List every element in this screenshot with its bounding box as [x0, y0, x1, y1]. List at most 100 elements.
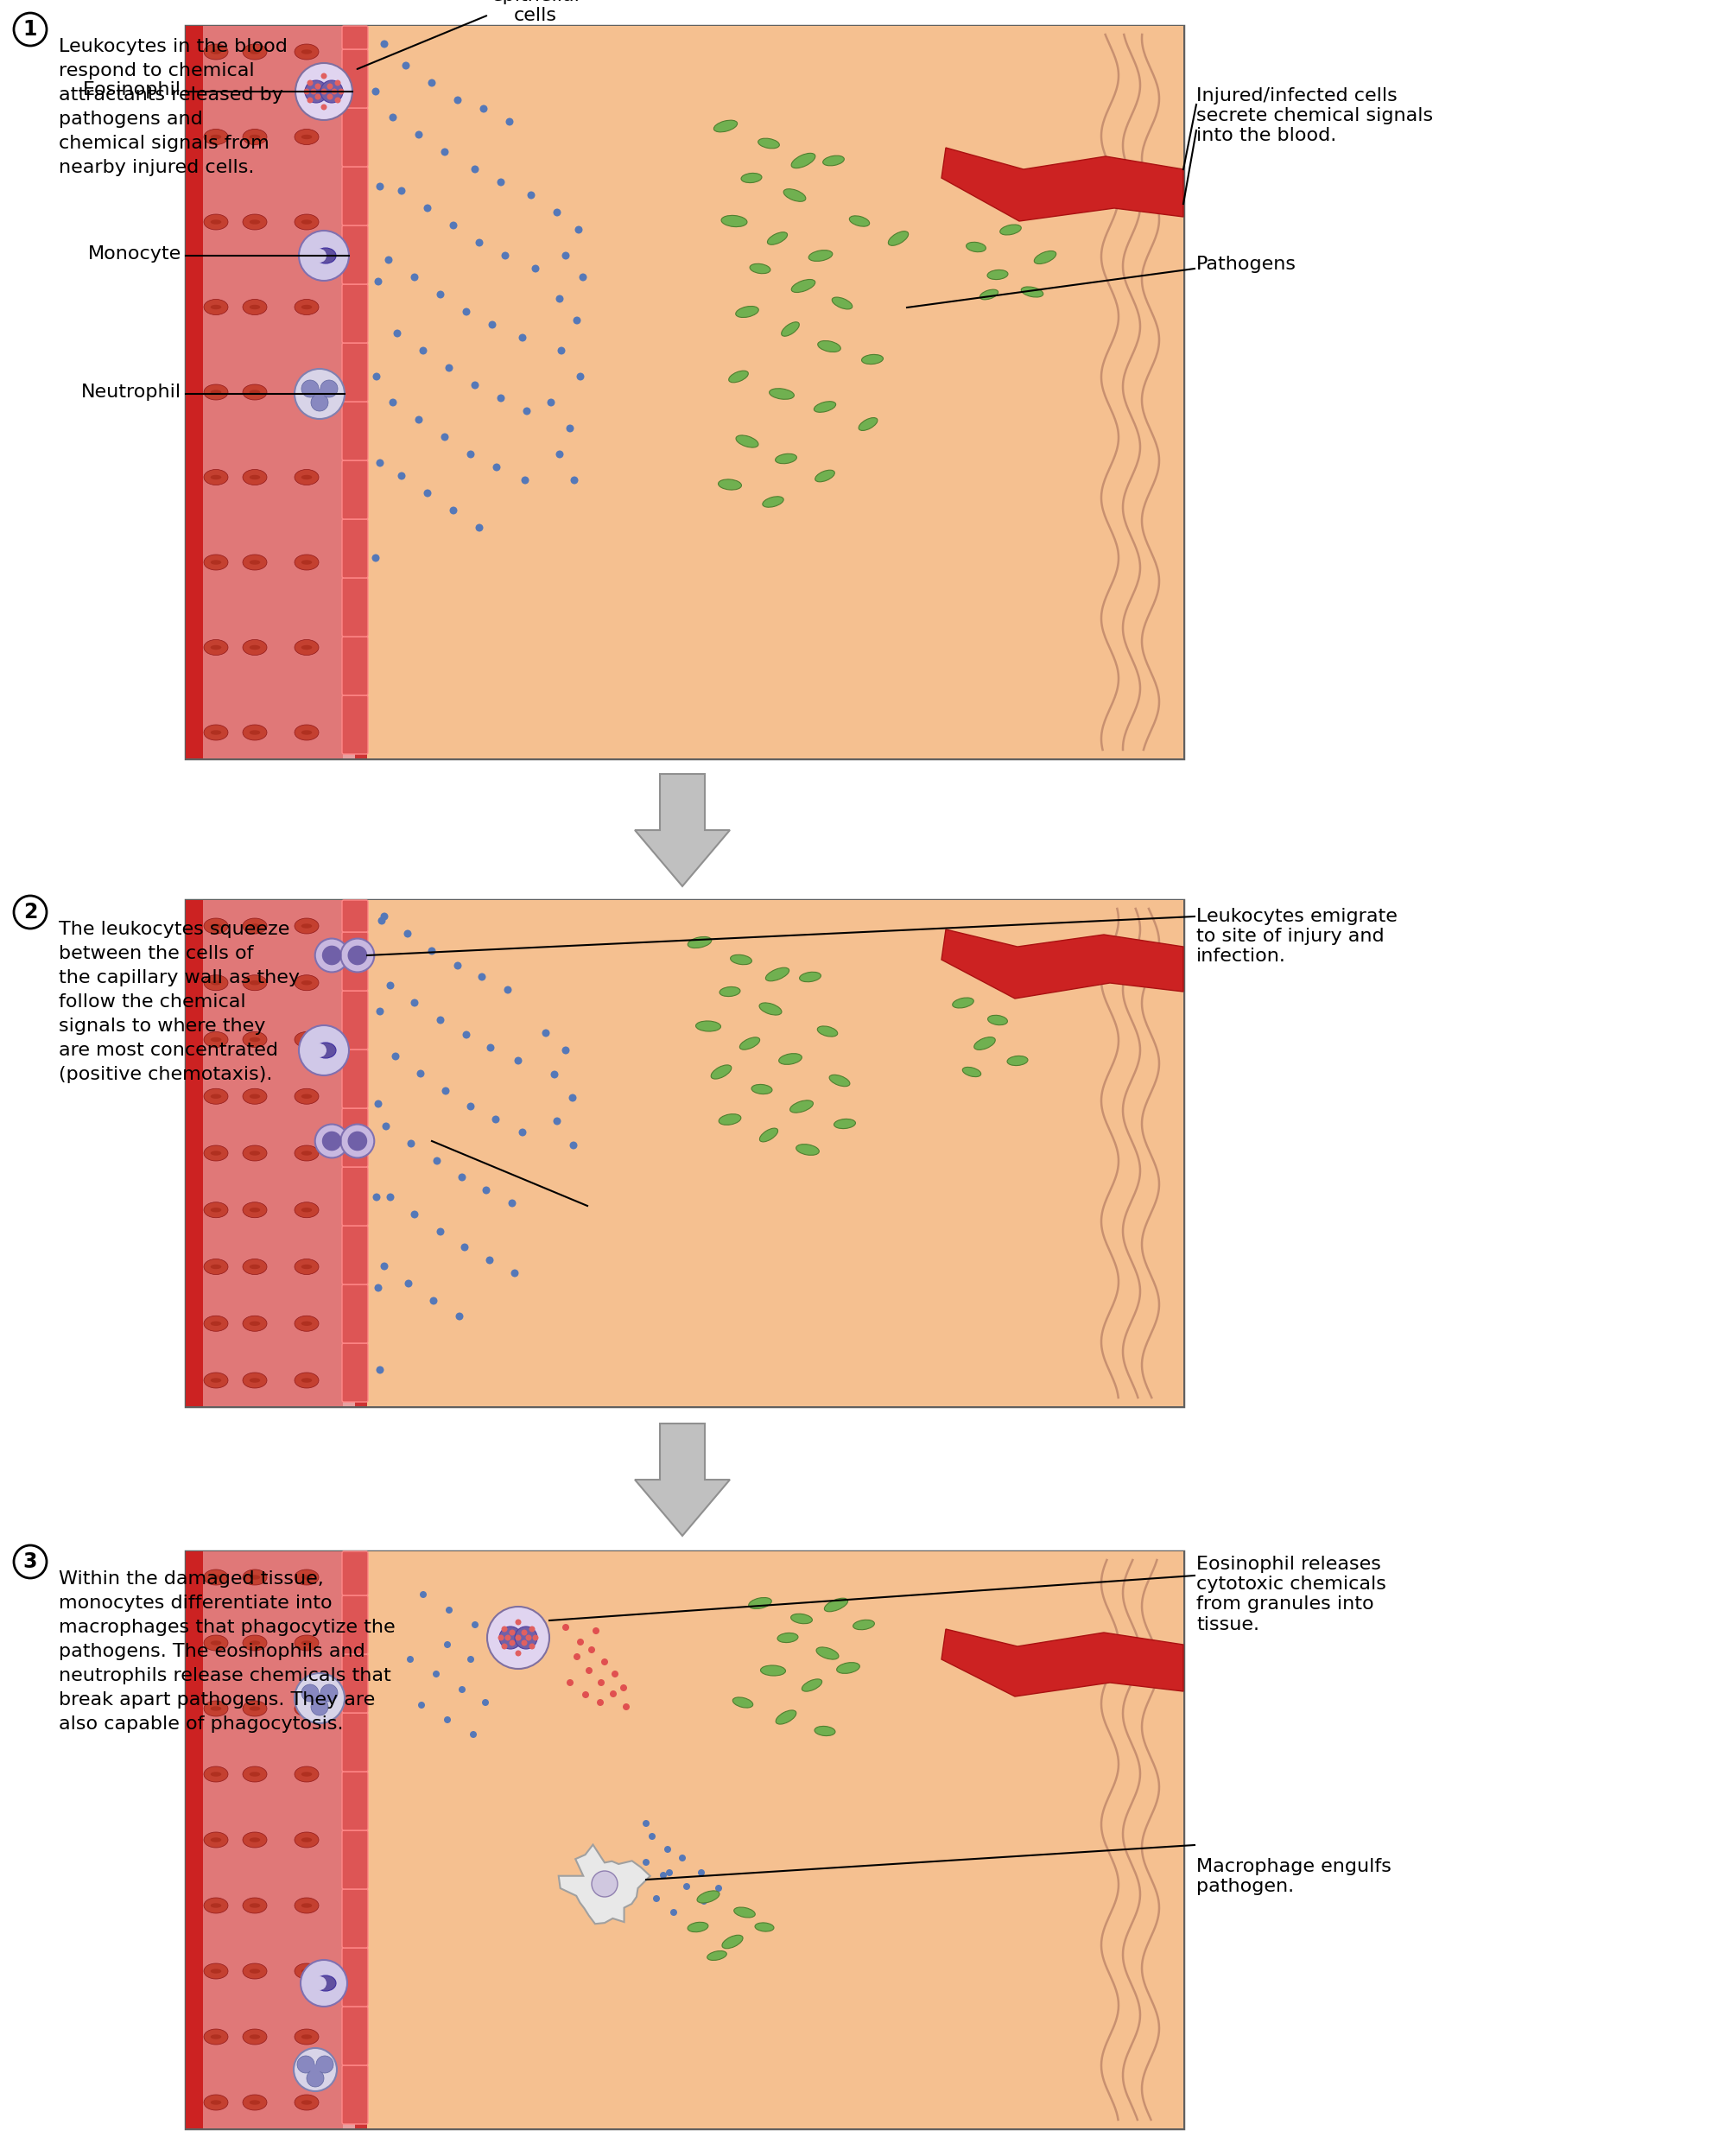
Circle shape — [388, 114, 397, 121]
Circle shape — [514, 1056, 522, 1065]
Ellipse shape — [790, 1615, 813, 1623]
Ellipse shape — [249, 1151, 259, 1156]
FancyBboxPatch shape — [342, 166, 368, 226]
Circle shape — [314, 1123, 349, 1158]
Circle shape — [436, 1015, 445, 1024]
Bar — [186, 26, 1182, 759]
Circle shape — [576, 373, 584, 379]
Text: Eosinophil releases
cytotoxic chemicals
from granules into
tissue.: Eosinophil releases cytotoxic chemicals … — [1196, 1557, 1385, 1632]
Ellipse shape — [301, 134, 313, 140]
Ellipse shape — [301, 1904, 313, 1908]
Ellipse shape — [301, 50, 313, 54]
Ellipse shape — [823, 155, 844, 166]
Ellipse shape — [734, 1908, 754, 1917]
Circle shape — [301, 379, 318, 397]
Ellipse shape — [713, 121, 737, 132]
Ellipse shape — [301, 1641, 313, 1645]
FancyBboxPatch shape — [342, 1654, 368, 1712]
Ellipse shape — [204, 640, 228, 655]
Ellipse shape — [249, 1968, 259, 1973]
Ellipse shape — [242, 470, 266, 485]
Ellipse shape — [849, 216, 869, 226]
Ellipse shape — [301, 474, 313, 479]
Circle shape — [643, 1820, 649, 1826]
Bar — [356, 1552, 368, 2128]
Ellipse shape — [210, 1705, 222, 1712]
Circle shape — [522, 407, 531, 416]
Circle shape — [375, 278, 381, 285]
FancyBboxPatch shape — [342, 1772, 368, 1830]
Ellipse shape — [242, 1203, 266, 1218]
Ellipse shape — [833, 1119, 856, 1128]
Ellipse shape — [204, 1833, 228, 1848]
FancyBboxPatch shape — [342, 26, 368, 50]
Circle shape — [574, 1654, 581, 1660]
Ellipse shape — [210, 1641, 222, 1645]
Circle shape — [579, 274, 586, 280]
FancyBboxPatch shape — [342, 992, 368, 1050]
Ellipse shape — [204, 470, 228, 485]
Ellipse shape — [979, 289, 998, 300]
Ellipse shape — [242, 1701, 266, 1716]
Ellipse shape — [294, 2029, 318, 2044]
Bar — [186, 899, 203, 1406]
Polygon shape — [634, 774, 730, 886]
Circle shape — [546, 399, 555, 407]
Circle shape — [510, 1270, 519, 1276]
Circle shape — [376, 1367, 383, 1373]
Ellipse shape — [242, 1145, 266, 1160]
Ellipse shape — [249, 1904, 259, 1908]
Text: Injured/infected cells
secrete chemical signals
into the blood.: Injured/infected cells secrete chemical … — [1196, 86, 1433, 144]
Circle shape — [505, 119, 514, 125]
Circle shape — [407, 1656, 414, 1662]
Circle shape — [572, 317, 581, 323]
Circle shape — [436, 291, 445, 298]
Circle shape — [373, 1192, 380, 1201]
Ellipse shape — [242, 1897, 266, 1912]
Ellipse shape — [242, 1634, 266, 1651]
Ellipse shape — [242, 2029, 266, 2044]
Ellipse shape — [790, 153, 814, 168]
Polygon shape — [941, 929, 1182, 998]
Circle shape — [340, 1123, 375, 1158]
FancyBboxPatch shape — [342, 50, 368, 108]
Circle shape — [476, 239, 483, 246]
Circle shape — [445, 1606, 452, 1613]
Circle shape — [321, 88, 326, 95]
Circle shape — [653, 1895, 660, 1902]
Ellipse shape — [859, 418, 878, 431]
Ellipse shape — [249, 1574, 259, 1580]
Circle shape — [529, 1643, 534, 1649]
Circle shape — [423, 205, 431, 211]
Circle shape — [660, 1871, 667, 1878]
Polygon shape — [558, 1846, 649, 1923]
FancyBboxPatch shape — [342, 1947, 368, 2007]
Circle shape — [294, 369, 345, 418]
Ellipse shape — [818, 341, 840, 351]
Circle shape — [460, 1244, 469, 1250]
Bar — [186, 26, 203, 759]
Circle shape — [550, 1072, 558, 1078]
Ellipse shape — [294, 1259, 318, 1274]
Circle shape — [509, 1199, 515, 1207]
Circle shape — [375, 1285, 381, 1291]
Circle shape — [376, 183, 383, 190]
Circle shape — [376, 459, 383, 468]
Ellipse shape — [249, 1037, 259, 1041]
Circle shape — [340, 938, 375, 972]
Ellipse shape — [242, 213, 266, 231]
Ellipse shape — [210, 561, 222, 565]
Ellipse shape — [814, 1727, 835, 1736]
Ellipse shape — [210, 1263, 222, 1270]
Circle shape — [514, 1626, 538, 1649]
Circle shape — [569, 1093, 576, 1102]
Ellipse shape — [816, 1647, 838, 1660]
Ellipse shape — [294, 918, 318, 934]
Ellipse shape — [301, 1037, 313, 1041]
FancyBboxPatch shape — [342, 1712, 368, 1772]
Ellipse shape — [301, 1837, 313, 1841]
Ellipse shape — [210, 1322, 222, 1326]
Circle shape — [314, 1692, 325, 1703]
Ellipse shape — [775, 453, 797, 464]
Bar — [356, 26, 368, 759]
